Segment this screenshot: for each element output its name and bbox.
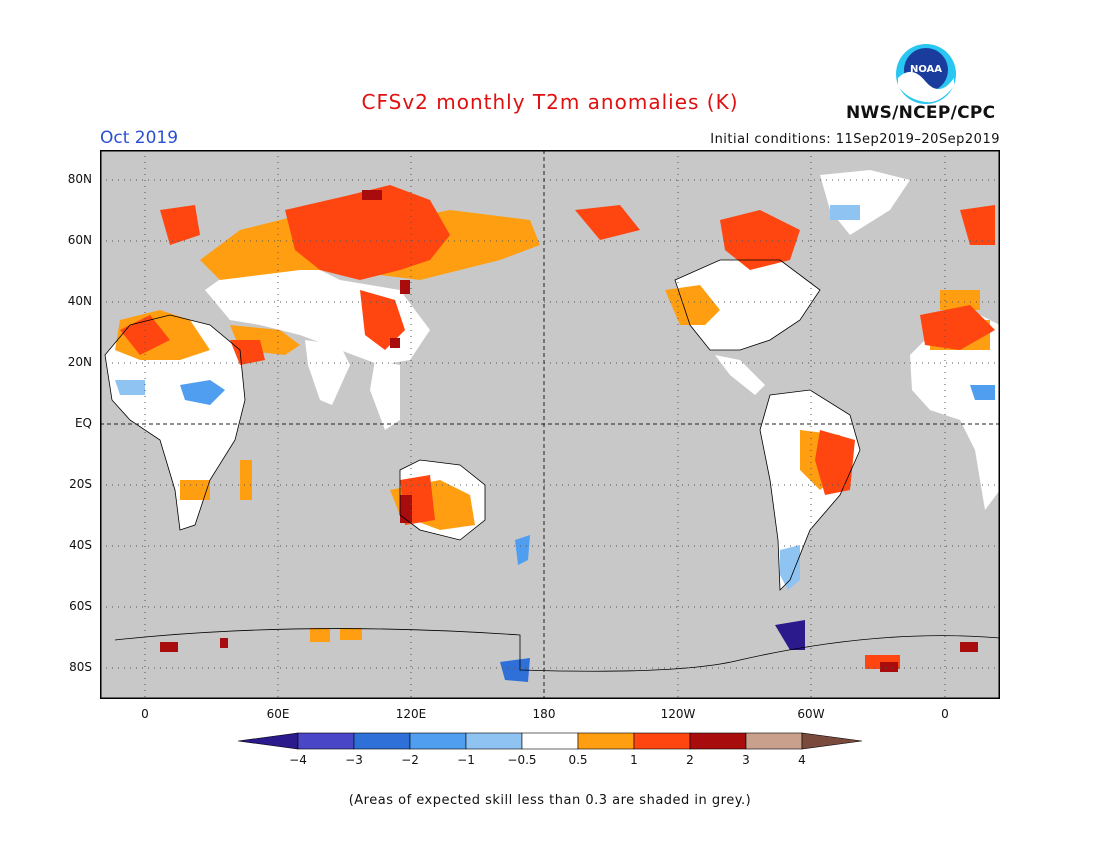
anomaly-neg1-neg2-regions <box>180 380 995 565</box>
agency-label: NWS/NCEP/CPC <box>846 103 996 123</box>
lon-label-60e: 60E <box>266 707 290 721</box>
lon-label-180: 180 <box>532 707 556 721</box>
lon-label-60w: 60W <box>797 707 825 721</box>
colorbar-label-neg2: −2 <box>401 753 419 767</box>
colorbar <box>238 732 862 750</box>
forecast-month: Oct 2019 <box>100 128 179 148</box>
lon-label-120e: 120E <box>395 707 427 721</box>
colorbar-label-4: 4 <box>798 753 806 767</box>
colorbar-swatches <box>238 732 862 750</box>
anomaly-below-neg3-regions <box>775 620 805 650</box>
colorbar-swatch-below <box>238 732 299 750</box>
colorbar-label-neg4: −4 <box>289 753 307 767</box>
lat-lon-grid <box>100 150 1000 699</box>
lat-label-20s: 20S <box>69 477 92 491</box>
colorbar-swatch <box>465 732 523 750</box>
noaa-logo-text: NOAA <box>910 64 942 75</box>
colorbar-swatch <box>297 732 355 750</box>
noaa-logo: NOAA <box>896 44 956 104</box>
colorbar-swatch <box>577 732 635 750</box>
initial-conditions: Initial conditions: 11Sep2019–20Sep2019 <box>710 132 1000 147</box>
coastlines <box>104 259 1000 672</box>
map-border <box>100 150 1000 699</box>
colorbar-label-1: 1 <box>630 753 638 767</box>
colorbar-label-neg0.5: −0.5 <box>507 753 537 767</box>
lat-label-40n: 40N <box>67 294 92 308</box>
anomaly-2-3-regions <box>160 190 978 672</box>
lat-label-80s: 80S <box>69 660 92 674</box>
colorbar-label-neg3: −3 <box>345 753 363 767</box>
chart-title: CFSv2 monthly T2m anomalies (K) <box>361 90 739 114</box>
colorbar-swatch <box>409 732 467 750</box>
skill-footnote: (Areas of expected skill less than 0.3 a… <box>348 793 752 808</box>
lon-label-120w: 120W <box>660 707 696 721</box>
lat-label-60s: 60S <box>69 599 92 613</box>
lat-label-20n: 20N <box>67 355 92 369</box>
colorbar-label-2: 2 <box>686 753 694 767</box>
lat-label-80n: 80N <box>67 172 92 186</box>
colorbar-swatch-above <box>801 732 862 750</box>
colorbar-swatch <box>633 732 691 750</box>
lon-label-0-right: 0 <box>941 707 949 721</box>
anomaly-1-2-regions <box>120 185 995 669</box>
colorbar-label-3: 3 <box>742 753 750 767</box>
colorbar-label-0.5: 0.5 <box>568 753 588 767</box>
colorbar-swatch <box>745 732 803 750</box>
colorbar-label-neg1: −1 <box>457 753 475 767</box>
colorbar-swatch <box>353 732 411 750</box>
anomaly-neg0.5-neg1-regions <box>115 205 860 590</box>
lat-label-eq: EQ <box>74 416 92 430</box>
colorbar-swatch <box>689 732 747 750</box>
lat-label-60n: 60N <box>67 233 92 247</box>
lon-label-0: 0 <box>141 707 149 721</box>
colorbar-swatch <box>521 732 579 750</box>
lat-label-40s: 40S <box>69 538 92 552</box>
anomaly-neg2-neg3-regions <box>500 658 530 682</box>
anomaly-map <box>100 150 1000 699</box>
